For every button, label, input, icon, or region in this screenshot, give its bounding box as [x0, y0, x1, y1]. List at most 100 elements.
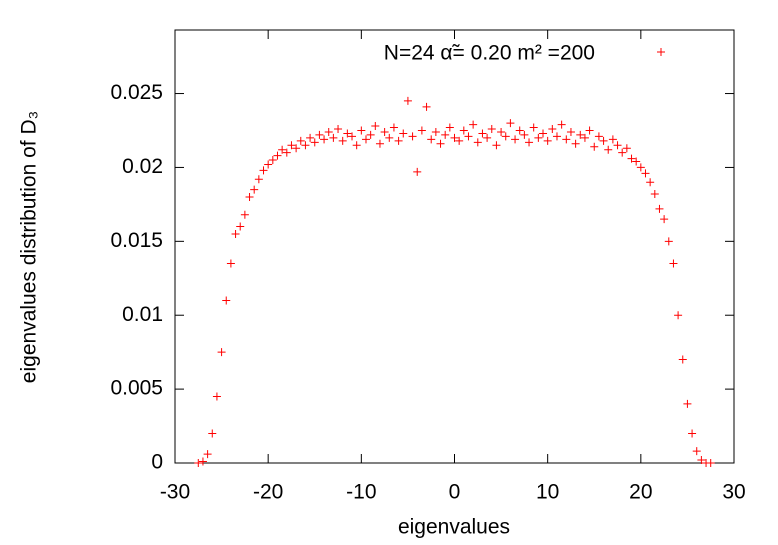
data-point — [688, 429, 697, 438]
data-point — [217, 348, 226, 357]
data-point — [492, 141, 501, 150]
data-point — [636, 163, 645, 172]
data-point — [585, 126, 594, 135]
data-point — [348, 132, 357, 141]
data-point — [250, 185, 259, 194]
data-point — [450, 133, 459, 142]
data-point — [487, 125, 496, 134]
data-point — [520, 130, 529, 139]
data-point — [278, 145, 287, 154]
data-point — [459, 126, 468, 135]
data-point — [562, 135, 571, 144]
data-point — [441, 130, 450, 139]
data-point — [590, 142, 599, 151]
data-point — [231, 229, 240, 238]
data-point — [632, 157, 641, 166]
y-axis-label: eigenvalues distribution of D₃ — [18, 111, 41, 383]
data-point — [282, 148, 291, 157]
data-point — [525, 138, 534, 147]
data-point — [334, 125, 343, 134]
legend-label: N=24 α̃= 0.20 m² =200 — [384, 42, 595, 65]
data-point — [497, 127, 506, 136]
x-axis-label: eigenvalues — [398, 516, 510, 539]
y-tick-label: 0.015 — [110, 229, 163, 252]
data-point — [194, 459, 203, 467]
data-point — [254, 175, 263, 184]
data-point — [548, 125, 557, 134]
data-point — [646, 178, 655, 187]
data-point — [222, 296, 231, 305]
data-point — [310, 138, 319, 147]
data-point — [436, 139, 445, 148]
data-point — [361, 135, 370, 144]
data-point — [394, 136, 403, 145]
data-point — [529, 123, 538, 132]
data-point — [226, 259, 235, 268]
data-point — [501, 132, 510, 141]
data-point — [539, 129, 548, 138]
data-point — [413, 167, 422, 176]
data-point — [674, 311, 683, 320]
data-point — [660, 215, 669, 224]
data-point — [683, 399, 692, 408]
plot-frame — [174, 29, 735, 464]
data-point — [208, 429, 217, 438]
data-point — [608, 135, 617, 144]
x-tick-label: 20 — [629, 481, 652, 504]
data-point — [264, 160, 273, 169]
data-point — [641, 169, 650, 178]
data-point — [236, 222, 245, 231]
data-point — [399, 129, 408, 138]
data-point — [627, 154, 636, 163]
x-tick-label: -20 — [253, 481, 283, 504]
data-point — [445, 123, 454, 132]
data-point — [543, 136, 552, 145]
data-point — [557, 120, 566, 129]
data-point — [389, 123, 398, 132]
data-point — [706, 459, 715, 467]
data-point — [292, 144, 301, 153]
data-point — [599, 136, 608, 145]
data-point — [678, 355, 687, 364]
data-point — [618, 148, 627, 157]
data-point — [385, 133, 394, 142]
data-point — [697, 456, 706, 465]
data-point — [692, 447, 701, 456]
data-point — [320, 135, 329, 144]
data-point — [478, 129, 487, 138]
data-point — [403, 96, 412, 105]
x-tick-label: 30 — [722, 481, 745, 504]
data-point — [650, 190, 659, 199]
data-point — [240, 210, 249, 219]
data-point — [566, 127, 575, 136]
x-tick-label: -10 — [346, 481, 376, 504]
data-point — [580, 133, 589, 142]
data-point — [343, 129, 352, 138]
data-point — [301, 141, 310, 150]
data-point — [306, 133, 315, 142]
data-point — [315, 130, 324, 139]
x-tick-label: -30 — [160, 481, 190, 504]
data-point — [324, 127, 333, 136]
data-point — [571, 139, 580, 148]
data-point — [245, 192, 254, 201]
data-point — [576, 130, 585, 139]
data-point — [417, 126, 426, 135]
legend-marker — [657, 48, 665, 56]
data-point — [366, 130, 375, 139]
data-point — [268, 156, 277, 165]
data-point — [296, 136, 305, 145]
data-point — [455, 136, 464, 145]
data-point — [534, 133, 543, 142]
data-point — [483, 133, 492, 142]
data-point — [371, 122, 380, 131]
data-point — [515, 126, 524, 135]
data-point — [552, 132, 561, 141]
y-tick-label: 0.02 — [122, 155, 163, 178]
data-point — [506, 119, 515, 128]
data-point — [357, 126, 366, 135]
y-tick-label: 0.025 — [110, 81, 163, 104]
data-point — [380, 127, 389, 136]
data-point — [469, 120, 478, 129]
